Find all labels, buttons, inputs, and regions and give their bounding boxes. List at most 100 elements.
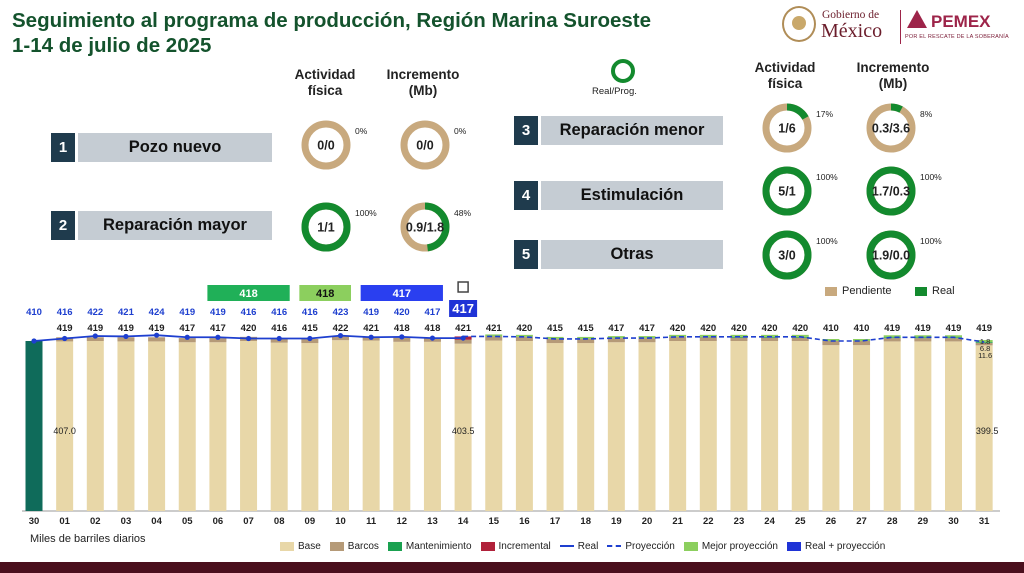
incremento-donut-value: 0.9/1.8: [406, 221, 444, 235]
summary-box-value: 417: [393, 288, 411, 300]
legend-swatch-incremental: [480, 541, 495, 551]
x-tick-label: 13: [427, 516, 438, 527]
legend-label-mejor-proyeccion: Mejor proyección: [701, 540, 778, 552]
bar-barcos: [393, 337, 411, 342]
col-header-actividad-left: Actividad física: [294, 67, 356, 98]
x-tick-label: 17: [550, 516, 561, 527]
bar-barcos: [791, 337, 809, 341]
actividad-donut: 0/0: [299, 118, 353, 172]
bar-mejor-proyeccion: [577, 336, 595, 339]
real-point: [215, 334, 221, 340]
bar-total-label: 417: [179, 323, 195, 334]
bar-total-label: 420: [670, 323, 686, 334]
bar-barcos: [209, 338, 227, 343]
bar-mejor-proyeccion: [730, 334, 748, 337]
x-tick-label: 10: [335, 516, 346, 527]
real-point: [123, 333, 129, 340]
x-tick-label: 25: [795, 516, 806, 527]
incremento-percent: 100%: [920, 172, 942, 182]
bar-base: [270, 342, 288, 511]
real-value-label: 419: [363, 307, 379, 318]
logo-divider: [900, 10, 901, 44]
legend-label-proyeccion: Proyección: [625, 540, 675, 552]
actividad-donut-value: 0/0: [317, 139, 334, 153]
summary-box: [207, 285, 290, 301]
bar-total-label: 416: [271, 323, 287, 334]
bar-base: [56, 341, 74, 511]
realprog-legend-donut: [610, 58, 636, 84]
incremento-percent: 8%: [920, 109, 933, 119]
x-tick-label: 30: [29, 516, 40, 527]
bar-total-label: 415: [578, 323, 595, 334]
row-category: Otras: [541, 240, 723, 269]
x-tick-label: 31: [979, 516, 990, 527]
x-tick-label: 21: [672, 516, 683, 527]
legend-item-real: Real: [559, 540, 599, 552]
bar-total-label: 421: [363, 323, 380, 334]
bar-barcos: [607, 338, 625, 343]
bar-base: [791, 341, 809, 511]
incremento-donut: 1.9/0.0: [864, 228, 918, 282]
highlight-marker-icon: [457, 281, 469, 293]
incremento-donut: 1.7/0.3: [864, 164, 918, 218]
actividad-donut: 5/1: [760, 164, 814, 218]
x-tick-label: 22: [703, 516, 714, 527]
real-value-label: 416: [302, 307, 318, 318]
bar-mejor-proyeccion: [638, 336, 656, 339]
bar-total-label: 419: [946, 323, 962, 334]
legend-item-mejor-proyeccion: Mejor proyección: [683, 540, 778, 552]
actividad-donut: 1/6: [760, 101, 814, 155]
real-point: [276, 335, 282, 342]
x-tick-label: 29: [918, 516, 929, 527]
logo-mexico-text: México: [821, 20, 883, 42]
summary-box: [360, 285, 443, 301]
bar-base: [577, 343, 595, 511]
x-tick-label: 20: [642, 516, 653, 527]
x-tick-label: 11: [366, 516, 377, 527]
actividad-percent: 100%: [816, 236, 838, 246]
bar-total-label: 420: [731, 323, 747, 334]
bar-mejor-proyeccion: [914, 335, 932, 338]
x-tick-label: 09: [305, 516, 316, 527]
bar-barcos: [148, 337, 166, 342]
bar-barcos: [86, 337, 104, 341]
incremento-donut-value: 1.9/0.0: [872, 249, 910, 263]
x-tick-label: 27: [856, 516, 867, 527]
gobierno-de-mexico-logo: Gobierno de México: [782, 6, 902, 50]
title-line-2: 1-14 de julio de 2025: [12, 34, 212, 57]
bar-total-label: 421: [486, 323, 503, 334]
production-chart: 30 01 419 02 419 03 419 04 419 05 417 06 417 07 420 08 4…: [0, 278, 1024, 530]
bar-mejor-proyeccion: [761, 334, 779, 337]
real-point: [154, 332, 160, 338]
legend-item-incremental: Incremental: [480, 541, 551, 552]
real-point: [92, 333, 98, 339]
x-tick-label: 30: [948, 516, 959, 527]
bar-inside-label: 407.0: [53, 426, 76, 436]
real-point: [31, 338, 37, 344]
legend-item-proyeccion: Proyección: [607, 540, 675, 552]
row-category: Reparación mayor: [78, 211, 272, 240]
bar-base: [209, 342, 227, 511]
actividad-donut: 3/0: [760, 228, 814, 282]
bar-barcos: [546, 338, 564, 344]
x-tick-label: 05: [182, 516, 193, 527]
bar-base: [975, 345, 993, 511]
bar-total-label: 410: [823, 323, 839, 334]
real-value-label: 416: [57, 307, 73, 318]
legend-item-real-proyeccion: Real + proyección: [786, 541, 885, 552]
chart-legend: Base Barcos Mantenimiento Incremental Re…: [280, 539, 894, 553]
bar-mejor-proyeccion: [975, 340, 993, 343]
legend-item-mantenimiento: Mantenimiento: [387, 541, 472, 552]
actividad-percent: 100%: [816, 172, 838, 182]
x-tick-label: 04: [151, 516, 162, 527]
real-point: [184, 334, 190, 340]
legend-swatch-real: [559, 545, 574, 547]
bar-total-label: 419: [149, 323, 165, 334]
bar-base: [178, 342, 196, 511]
real-value-label: 416: [241, 307, 257, 318]
legend-label-real: Real: [577, 540, 599, 552]
real-point: [460, 335, 466, 341]
legend-pendiente-swatch: [825, 286, 837, 296]
actividad-donut: 1/1: [299, 200, 353, 254]
incremento-percent: 0%: [454, 126, 467, 136]
